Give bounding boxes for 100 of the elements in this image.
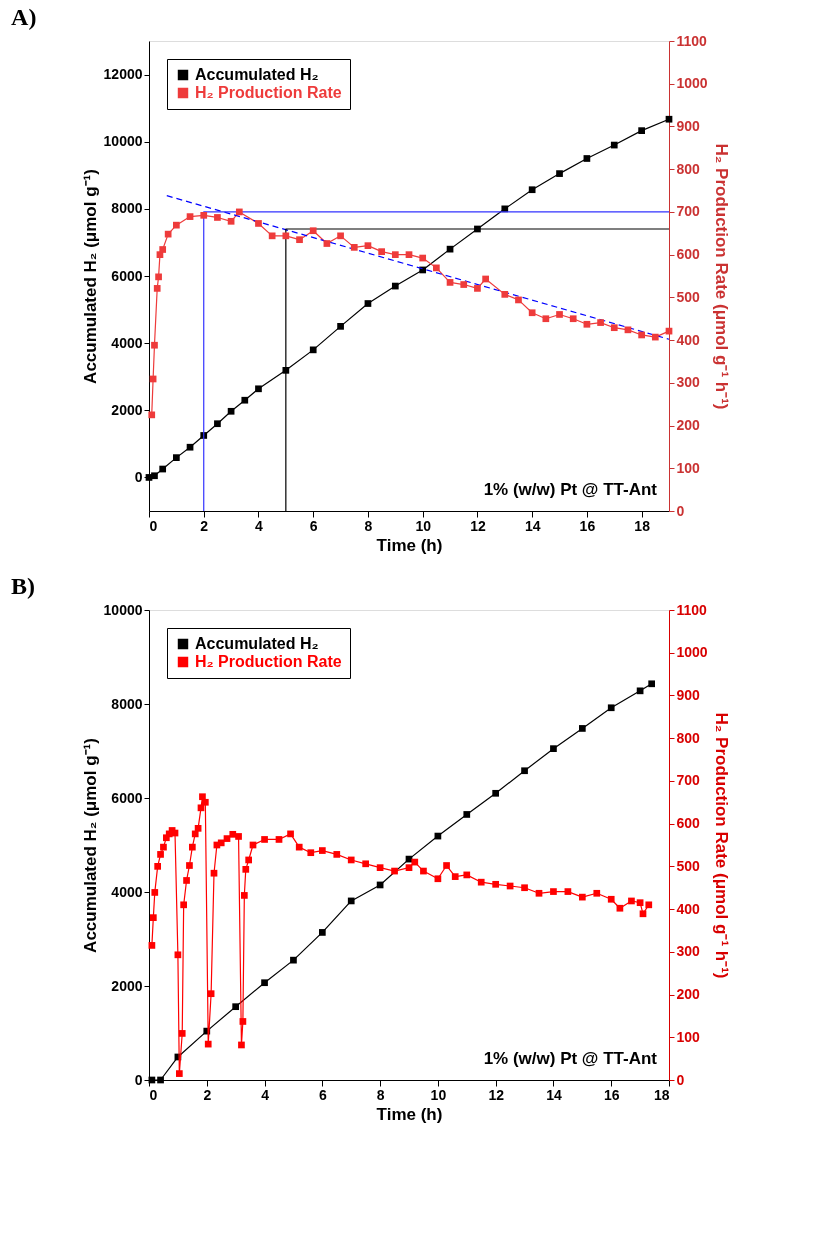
point [419,254,427,262]
point [164,230,172,238]
point [309,227,317,235]
x-tick-label: 8 [376,1086,385,1103]
x-tick-label: 14 [524,517,541,534]
legend-label: Accumulated H₂ [195,66,319,83]
point [290,956,297,964]
y2-tick-label: 800 [676,729,701,746]
point [151,341,158,349]
y2-tick-label: 200 [676,417,701,434]
y-tick-label: 6000 [111,789,143,806]
y2-tick-label: 1000 [676,644,708,661]
y2-tick-label: 900 [676,686,701,703]
y2-axis-title: H₂ Production Rate (μmol g⁻¹ h⁻¹) [711,143,731,410]
point [542,315,550,323]
point [583,320,591,328]
x-tick-label: 18 [653,1086,670,1103]
point [151,472,158,480]
y2-tick-label: 600 [676,815,701,832]
y-axis-title: Accumulated H₂ (μmol g⁻¹) [80,169,100,384]
point [391,251,399,258]
point [157,1076,164,1084]
point [261,979,268,987]
y-tick-label: 0 [134,1071,143,1088]
x-tick-label: 6 [309,517,318,534]
y2-tick-label: 700 [676,772,701,789]
x-tick-label: 10 [430,1086,447,1103]
legend-label: H₂ Production Rate [195,653,342,670]
point [255,385,262,393]
point [405,251,413,258]
point [492,789,500,797]
point [607,704,615,712]
point [200,211,208,219]
y-tick-label: 10000 [103,601,143,618]
y2-tick-label: 100 [676,1028,701,1045]
y2-tick-label: 500 [676,288,701,305]
point [446,279,454,286]
point [515,296,522,304]
point [173,454,180,461]
point [550,745,557,752]
point [232,1003,240,1011]
x-tick-label: 0 [149,517,158,534]
y-axis-title: Accumulated H₂ (μmol g⁻¹) [80,738,100,953]
point [583,155,591,162]
legend-label: H₂ Production Rate [195,84,342,101]
point [268,232,276,240]
point [556,170,563,177]
point [569,315,577,323]
x-axis-title: Time (h) [376,1104,443,1124]
x-tick-label: 2 [200,517,209,534]
point [638,127,645,134]
y-tick-label: 0 [134,468,143,485]
y2-tick-label: 700 [676,203,701,220]
point [350,244,358,251]
point [309,346,317,354]
y-tick-label: 8000 [111,695,143,712]
y-tick-label: 8000 [111,200,143,217]
point [528,309,536,317]
point [556,311,563,318]
y2-tick-label: 500 [676,857,701,874]
y2-tick-label: 400 [676,900,701,917]
point [255,220,262,227]
annotation: 1% (w/w) Pt @ TT-Ant [483,1049,658,1068]
y2-tick-label: 600 [676,246,701,263]
point [364,300,372,307]
point [282,232,290,240]
point [610,324,618,332]
point [482,275,489,283]
chart-title: A) [11,4,37,30]
point [501,291,509,298]
point [186,443,194,451]
x-tick-label: 0 [149,1086,158,1103]
point [378,248,385,255]
y-tick-label: 4000 [111,883,143,900]
point [153,285,161,292]
y2-axis-title: H₂ Production Rate (μmol g⁻¹ h⁻¹) [711,712,731,979]
x-tick-label: 10 [415,517,432,534]
point [638,331,645,339]
point [433,264,440,272]
point [463,811,471,818]
point [578,725,586,732]
point [665,115,673,123]
x-tick-label: 2 [203,1086,212,1103]
point [648,680,656,688]
y2-tick-label: 100 [676,459,701,476]
point [318,929,326,936]
x-tick-label: 16 [603,1086,620,1103]
point [651,333,659,341]
y2-tick-label: 0 [676,1071,685,1088]
point [296,236,303,244]
y2-tick-label: 800 [676,160,701,177]
y2-tick-label: 1100 [676,601,708,618]
x-tick-label: 4 [261,1086,270,1103]
x-tick-label: 8 [364,517,373,534]
point [337,323,344,330]
point [391,282,399,290]
chart-title: B) [11,573,36,599]
y2-tick-label: 300 [676,943,701,960]
legend-label: Accumulated H₂ [195,635,319,652]
point [214,214,221,221]
